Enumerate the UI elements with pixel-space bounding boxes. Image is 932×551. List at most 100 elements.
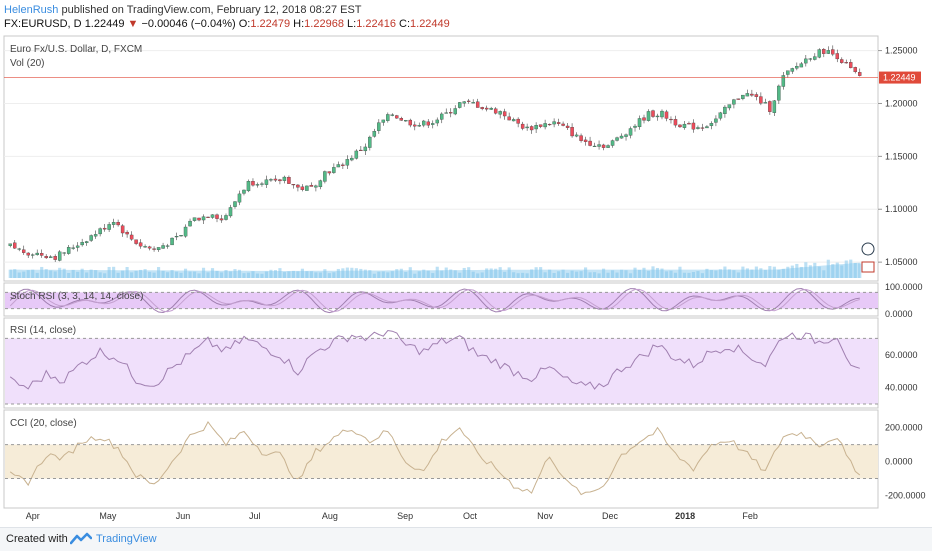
candles[interactable] (8, 45, 862, 262)
volume-bar (13, 269, 17, 278)
volume-bar (264, 271, 269, 278)
volume-bar (754, 266, 758, 278)
volume-bar (768, 266, 772, 278)
candle-body (66, 247, 71, 254)
volume-bar (664, 271, 669, 278)
volume-bar (489, 268, 493, 278)
candle-body (714, 118, 718, 123)
candle-body (282, 176, 287, 181)
volume-bar (219, 272, 224, 278)
candle-body (152, 248, 156, 250)
time-tick-label: Jun (176, 511, 191, 521)
candle-body (700, 127, 705, 129)
volume-bar (58, 267, 62, 278)
volume-bar (210, 268, 215, 278)
candle-body (386, 114, 390, 121)
volume-bar (201, 267, 206, 278)
candle-body (57, 251, 62, 261)
stoch-d-line (9, 288, 860, 313)
volume-bar (790, 265, 794, 278)
symbol-label[interactable]: FX:EURUSD, D (4, 18, 82, 30)
volume-bar (422, 269, 426, 278)
candle-body (228, 207, 233, 217)
candle-body (84, 241, 89, 244)
candle-body (579, 135, 583, 141)
event-flag-icon[interactable] (861, 242, 875, 256)
candle-body (327, 171, 332, 174)
candle-body (102, 227, 107, 230)
candle-body (161, 245, 165, 249)
volume-bar (651, 266, 655, 278)
volume-bar (49, 270, 53, 278)
event-flags[interactable] (861, 242, 875, 273)
flag-icon[interactable] (861, 261, 875, 273)
volume-bar (817, 266, 821, 278)
volume-bar (727, 269, 731, 278)
candle-body (781, 75, 786, 87)
candle-body (538, 124, 543, 127)
rsi-axis: 60.0000 40.0000 (5, 337, 918, 405)
volume-bar (197, 273, 201, 278)
candle-body (822, 49, 826, 54)
volume-bar (67, 272, 71, 278)
candle-body (354, 150, 359, 159)
volume-bar (507, 267, 511, 278)
candle-body (556, 122, 561, 124)
candle-body (408, 119, 413, 126)
candle-body (516, 118, 520, 124)
volume-label: Vol (20) (10, 58, 44, 69)
candle-body (98, 228, 102, 235)
candle-body (718, 112, 723, 119)
volume-bar (808, 265, 812, 278)
candle-body (723, 106, 727, 114)
close-label: C: (399, 18, 411, 30)
volume-bar (40, 266, 44, 278)
candle-body (17, 248, 21, 250)
candle-body (628, 128, 633, 136)
volume-bar (525, 273, 529, 278)
author-link[interactable]: HelenRush (4, 4, 59, 16)
volume-bar (363, 269, 367, 278)
volume-bar (557, 271, 561, 278)
volume-bar (570, 270, 574, 278)
candle-body (498, 111, 502, 115)
candle-body (655, 115, 660, 118)
candle-body (583, 139, 588, 142)
volume-bar (372, 273, 376, 278)
candle-body (664, 111, 669, 119)
volume-bar (543, 272, 547, 278)
price-pane[interactable] (3, 35, 879, 282)
candle-body (768, 101, 772, 112)
volume-bar (723, 266, 727, 278)
volume-bar (206, 272, 210, 278)
candle-body (615, 137, 619, 141)
volume-bar (781, 268, 785, 278)
candle-body (143, 246, 147, 248)
volume-bar (467, 267, 471, 278)
tradingview-logo-icon[interactable] (70, 532, 92, 546)
volume-bar (183, 268, 188, 278)
volume-bars (8, 259, 862, 278)
tradingview-brand-link[interactable]: TradingView (96, 533, 157, 545)
volume-bar (188, 271, 192, 278)
volume-bar (516, 273, 520, 278)
candle-body (399, 118, 404, 121)
volume-bar (336, 268, 340, 278)
candle-body (777, 85, 781, 101)
volume-bar (278, 268, 282, 278)
chart-area[interactable]: Euro Fx/U.S. Dollar, D, FXCM Vol (20) 1.… (0, 0, 932, 527)
volume-bar (125, 267, 129, 278)
volume-bar (579, 271, 583, 278)
candle-body (561, 123, 565, 126)
volume-bar (678, 266, 682, 278)
candle-body (682, 123, 687, 128)
candle-body (507, 116, 511, 121)
volume-bar (282, 272, 286, 278)
volume-bar (440, 270, 444, 278)
candle-body (426, 121, 430, 126)
candle-body (62, 252, 66, 254)
candle-body (673, 119, 678, 126)
low-value: 1.22416 (356, 18, 396, 30)
volume-bar (300, 268, 304, 278)
volume-bar (534, 267, 538, 278)
